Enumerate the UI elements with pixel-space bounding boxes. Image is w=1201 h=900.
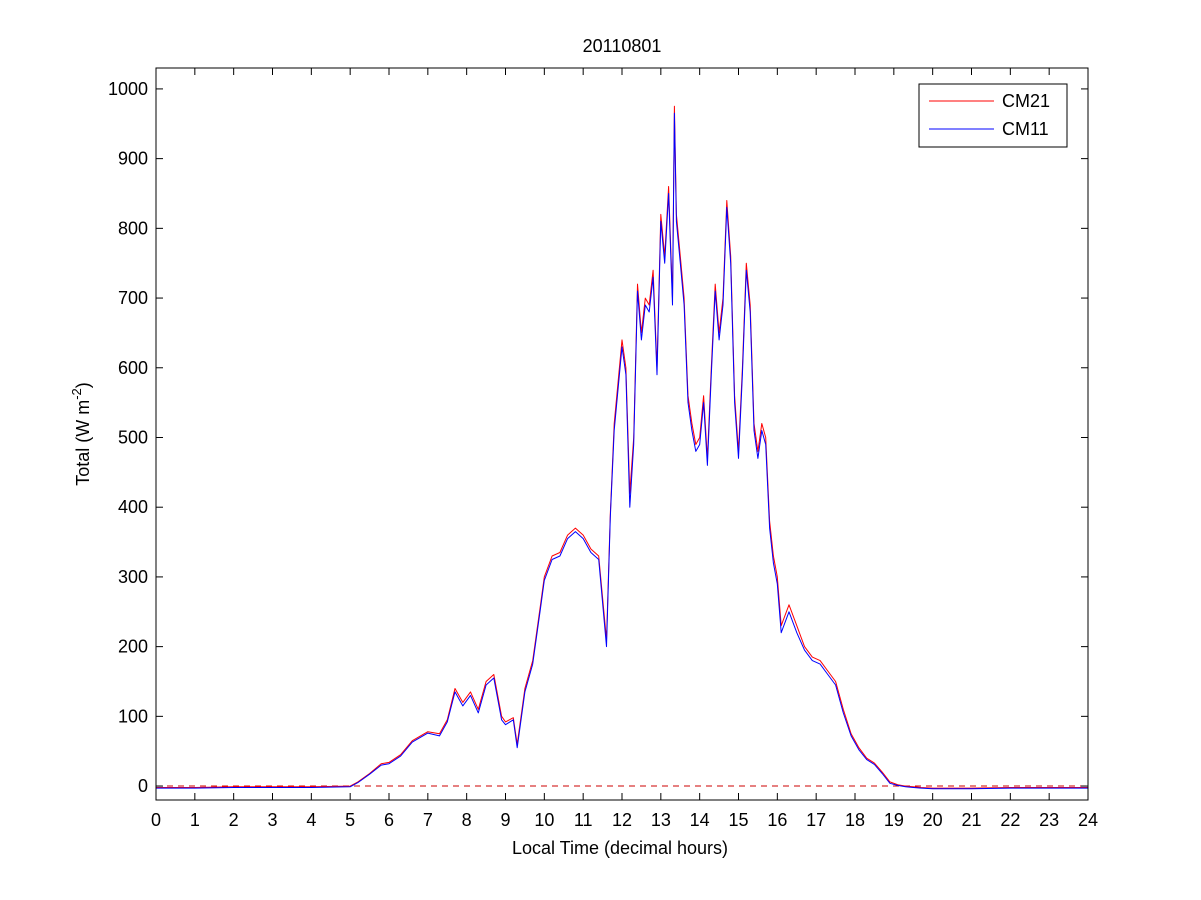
x-tick-label: 7 bbox=[423, 810, 433, 830]
x-tick-label: 0 bbox=[151, 810, 161, 830]
x-tick-label: 12 bbox=[612, 810, 632, 830]
x-tick-label: 11 bbox=[574, 810, 593, 830]
x-tick-label: 19 bbox=[884, 810, 904, 830]
y-tick-label: 100 bbox=[118, 706, 148, 726]
y-tick-label: 1000 bbox=[108, 79, 148, 99]
y-tick-label: 600 bbox=[118, 358, 148, 378]
x-tick-label: 3 bbox=[267, 810, 277, 830]
y-tick-label: 400 bbox=[118, 497, 148, 517]
x-tick-label: 23 bbox=[1039, 810, 1059, 830]
x-tick-label: 1 bbox=[190, 810, 200, 830]
series-layer bbox=[156, 105, 1088, 790]
x-tick-label: 6 bbox=[384, 810, 394, 830]
x-tick-label: 9 bbox=[500, 810, 510, 830]
y-tick-label: 800 bbox=[118, 218, 148, 238]
y-tick-label: 700 bbox=[118, 288, 148, 308]
y-tick-label: 0 bbox=[138, 776, 148, 796]
x-axis-ticks: 0 1 2 3 4 5 6 7 8 9 10 11 12 13 14 15 16 17 18 19 20 21 22 23 24 bbox=[151, 68, 1098, 830]
x-tick-label: 22 bbox=[1000, 810, 1020, 830]
x-tick-label: 5 bbox=[345, 810, 355, 830]
plot-background bbox=[156, 68, 1088, 800]
legend: CM21 CM11 bbox=[918, 83, 1068, 148]
legend-label-cm21: CM21 bbox=[1002, 91, 1050, 111]
x-tick-label: 4 bbox=[306, 810, 316, 830]
chart-title: 20110801 bbox=[583, 36, 662, 56]
x-tick-label: 24 bbox=[1078, 810, 1098, 830]
x-tick-label: 14 bbox=[690, 810, 710, 830]
y-tick-label: 200 bbox=[118, 637, 148, 657]
y-axis-label-close: ) bbox=[73, 382, 93, 388]
x-tick-label: 18 bbox=[845, 810, 865, 830]
y-axis-label-superscript: -2 bbox=[69, 388, 84, 400]
x-tick-label: 8 bbox=[462, 810, 472, 830]
y-tick-label: 500 bbox=[118, 427, 148, 447]
y-axis-ticks: 0 100 200 300 400 500 600 700 800 900 1000 bbox=[108, 79, 1088, 796]
y-axis-label: Total (W m-2) bbox=[69, 382, 93, 486]
x-tick-label: 16 bbox=[767, 810, 787, 830]
x-tick-label: 2 bbox=[229, 810, 239, 830]
x-tick-label: 17 bbox=[806, 810, 826, 830]
y-tick-label: 300 bbox=[118, 567, 148, 587]
series-line-cm11 bbox=[156, 112, 1088, 790]
x-axis-label: Local Time (decimal hours) bbox=[512, 838, 728, 858]
x-tick-label: 15 bbox=[728, 810, 748, 830]
legend-label-cm11: CM11 bbox=[1002, 119, 1049, 139]
x-tick-label: 10 bbox=[534, 810, 554, 830]
x-tick-label: 13 bbox=[651, 810, 671, 830]
x-tick-label: 21 bbox=[961, 810, 981, 830]
x-tick-label: 20 bbox=[923, 810, 943, 830]
legend-box bbox=[918, 83, 1068, 148]
y-axis-label-main: Total (W m bbox=[73, 400, 93, 486]
y-tick-label: 900 bbox=[118, 149, 148, 169]
